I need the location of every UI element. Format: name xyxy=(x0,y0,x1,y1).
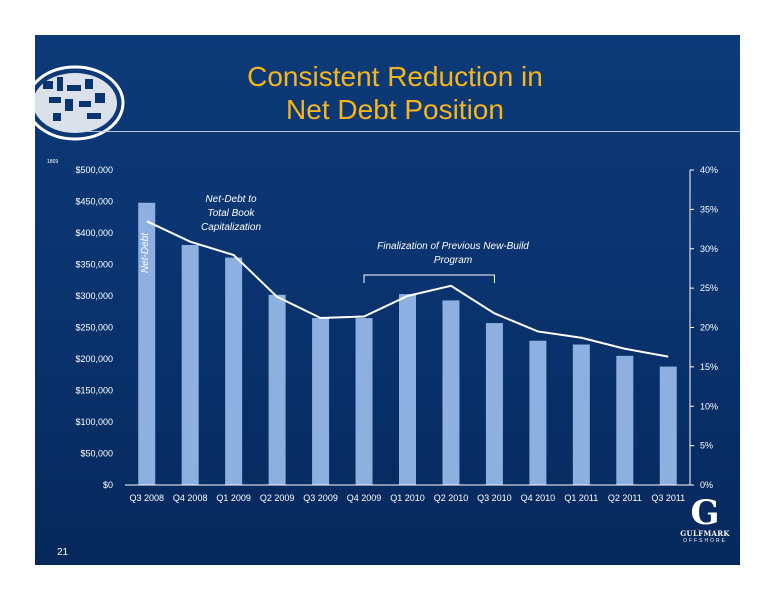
bar-7 xyxy=(442,300,460,485)
left-tick-label: $400,000 xyxy=(75,228,113,238)
x-tick-label: Q2 2010 xyxy=(434,493,469,503)
slide: 1869 Consistent Reduction in Net Debt Po… xyxy=(35,35,740,565)
right-tick-label: 15% xyxy=(700,362,718,372)
ratio-label-3: Capitalization xyxy=(201,222,261,233)
left-tick-label: $200,000 xyxy=(75,354,113,364)
bar-12 xyxy=(659,366,677,485)
bar-series-label: Net-Debt xyxy=(140,232,151,273)
x-tick-label: Q2 2011 xyxy=(608,493,642,503)
right-tick-label: 10% xyxy=(700,401,718,411)
ratio-line xyxy=(146,220,669,358)
page-number: 21 xyxy=(57,547,69,558)
bracket-label-1: Finalization of Previous New-Build xyxy=(377,241,529,252)
right-tick-label: 5% xyxy=(700,441,713,451)
x-tick-label: Q2 2009 xyxy=(260,493,295,503)
left-axis: $0 $50,000 $100,000 $150,000 $200,000 $250,00… xyxy=(75,165,113,490)
title-line-1: Consistent Reduction in xyxy=(247,61,543,92)
bar-6 xyxy=(399,294,416,485)
right-axis: 0% 5% 10% 15% 20% 25% 30% 35% 40% xyxy=(690,165,718,490)
logo-name: GULFMARK xyxy=(680,529,730,538)
bar-3 xyxy=(268,294,286,485)
bar-0 xyxy=(138,202,156,485)
left-tick-label: $500,000 xyxy=(75,165,113,175)
bar-8 xyxy=(485,323,503,485)
right-tick-label: 25% xyxy=(700,283,718,293)
left-tick-label: $450,000 xyxy=(75,197,113,207)
seal-logo: 1869 xyxy=(35,65,125,165)
right-tick-label: 35% xyxy=(700,204,718,214)
bar-2 xyxy=(225,257,243,485)
gulfmark-logo: G GULFMARK OFFSHORE xyxy=(680,493,730,544)
x-tick-label: Q1 2009 xyxy=(216,493,251,503)
left-tick-label: $0 xyxy=(103,480,113,490)
ratio-label-2: Total Book xyxy=(208,208,256,219)
x-tick-label: Q1 2010 xyxy=(390,493,425,503)
x-axis: Q3 2008 Q4 2008 Q1 2009 Q2 2009 Q3 2009 Q4 20… xyxy=(129,493,685,503)
right-tick-label: 30% xyxy=(700,244,718,254)
bar-9 xyxy=(529,340,547,485)
bar-5 xyxy=(355,318,373,485)
bar-4 xyxy=(312,318,330,485)
right-tick-label: 20% xyxy=(700,323,718,333)
left-tick-label: $100,000 xyxy=(75,417,113,427)
x-tick-label: Q3 2009 xyxy=(303,493,338,503)
bracket-label-2: Program xyxy=(434,255,472,266)
bar-1 xyxy=(181,244,199,485)
x-tick-label: Q3 2008 xyxy=(129,493,164,503)
new-build-bracket xyxy=(363,274,495,283)
left-tick-label: $300,000 xyxy=(75,291,113,301)
right-tick-label: 40% xyxy=(700,165,718,175)
left-tick-label: $150,000 xyxy=(75,386,113,396)
bars-group xyxy=(138,202,677,485)
slide-title: Consistent Reduction in Net Debt Positio… xyxy=(195,60,595,126)
title-line-2: Net Debt Position xyxy=(286,94,504,125)
x-tick-label: Q1 2011 xyxy=(564,493,598,503)
x-tick-label: Q4 2008 xyxy=(173,493,208,503)
logo-g-icon: G xyxy=(690,493,720,533)
left-tick-label: $350,000 xyxy=(75,260,113,270)
left-tick-label: $250,000 xyxy=(75,323,113,333)
left-tick-label: $50,000 xyxy=(80,449,113,459)
x-tick-label: Q3 2011 xyxy=(651,493,685,503)
bar-11 xyxy=(616,355,634,485)
right-tick-label: 0% xyxy=(700,480,713,490)
bar-10 xyxy=(572,344,590,485)
ratio-label-1: Net-Debt to xyxy=(205,194,257,205)
x-tick-label: Q3 2010 xyxy=(477,493,512,503)
logo-subname: OFFSHORE xyxy=(683,538,727,544)
x-tick-label: Q4 2009 xyxy=(347,493,382,503)
seal-caption: 1869 xyxy=(47,159,58,165)
net-debt-chart: $0 $50,000 $100,000 $150,000 $200,000 $250,00… xyxy=(75,165,718,503)
x-tick-label: Q4 2010 xyxy=(521,493,556,503)
title-divider xyxy=(85,131,740,132)
